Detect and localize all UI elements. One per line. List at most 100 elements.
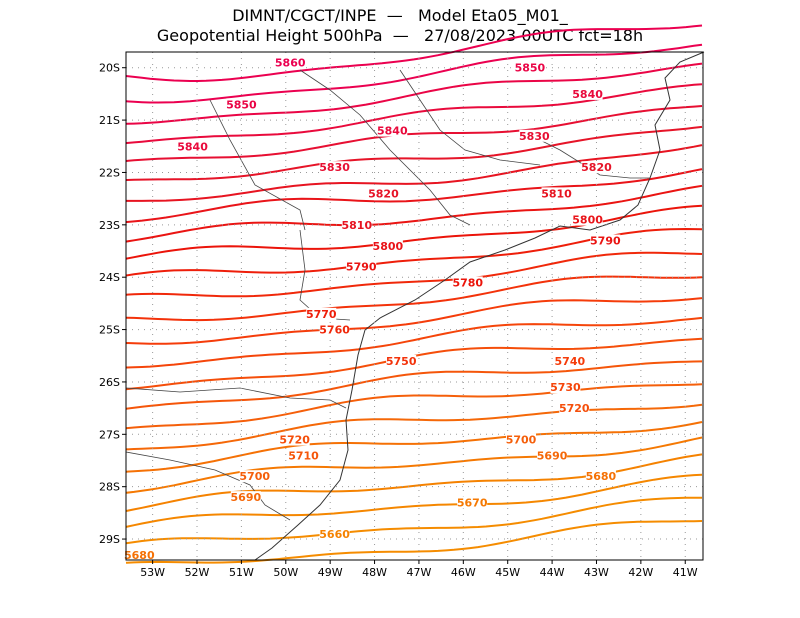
contour-label: 5690	[537, 449, 568, 462]
state-border	[299, 69, 471, 226]
contour-label-bg	[346, 260, 377, 273]
contour-label: 5770	[306, 308, 337, 321]
y-tick-label: 23S	[99, 219, 120, 232]
contour-label: 5750	[386, 355, 417, 368]
contour-label-bg	[239, 470, 270, 483]
contour-label-bg	[319, 161, 350, 174]
contour-label: 5830	[519, 130, 550, 143]
contour-label: 5840	[177, 140, 208, 153]
contour-line-5760	[125, 251, 703, 298]
x-tick-label: 50W	[273, 566, 298, 579]
contour-label-bg	[541, 187, 572, 200]
x-tick-label: 45W	[495, 566, 520, 579]
y-tick-label: 21S	[99, 114, 120, 127]
contour-label-bg	[319, 323, 350, 336]
y-tick-label: 26S	[99, 376, 120, 389]
contour-line-5810	[126, 144, 703, 202]
contour-label-bg	[275, 56, 306, 69]
contour-line-5850	[125, 62, 703, 125]
contour-label: 5840	[572, 88, 603, 101]
contour-line-5750	[125, 275, 703, 322]
contour-label: 5850	[515, 62, 546, 75]
contour-label-bg	[279, 433, 310, 446]
contour-label: 5760	[319, 324, 350, 337]
x-tick-label: 44W	[540, 566, 565, 579]
title-line-2: Geopotential Height 500hPa — 27/08/2023 …	[156, 26, 644, 45]
coastline-brazil	[254, 51, 705, 561]
contour-label-bg	[585, 470, 616, 483]
contour-label: 5840	[377, 125, 408, 138]
contour-label: 5820	[581, 161, 612, 174]
contour-label-bg	[554, 354, 585, 367]
contour-label-bg	[230, 491, 261, 504]
contour-label: 5780	[452, 276, 483, 289]
contour-label-bg	[124, 548, 155, 561]
contour-label: 5790	[346, 261, 377, 274]
contour-label: 5700	[506, 434, 537, 447]
x-tick-label: 48W	[362, 566, 387, 579]
contour-line-5690	[125, 403, 703, 451]
contour-label-bg	[226, 98, 257, 111]
x-tick-label: 49W	[318, 566, 343, 579]
contour-line-5630	[125, 520, 703, 564]
y-tick-label: 22S	[99, 166, 120, 179]
state-border	[125, 451, 291, 521]
contour-label: 5790	[590, 235, 621, 248]
contour-line-5670	[125, 436, 703, 494]
title-line-1: DIMNT/CGCT/INPE — Model Eta05_M01_	[232, 6, 568, 25]
contour-line-5650	[125, 473, 703, 528]
contour-label: 5740	[555, 355, 586, 368]
state-border	[399, 69, 541, 166]
y-tick-label: 20S	[99, 62, 120, 75]
contour-line-5860	[125, 43, 703, 104]
x-tick-label: 41W	[673, 566, 698, 579]
contour-label-bg	[372, 239, 403, 252]
contour-label: 5680	[586, 470, 617, 483]
x-tick-label: 46W	[451, 566, 476, 579]
contour-label-bg	[341, 218, 372, 231]
y-tick-label: 24S	[99, 271, 120, 284]
contour-line-5820	[125, 125, 703, 181]
state-border	[519, 129, 650, 179]
y-tick-label: 28S	[99, 481, 120, 494]
contour-label: 5710	[288, 449, 319, 462]
x-tick-label: 47W	[407, 566, 432, 579]
y-tick-label: 25S	[99, 324, 120, 337]
contour-label: 5680	[124, 549, 155, 562]
contour-label: 5690	[231, 491, 262, 504]
y-tick-label: 27S	[99, 428, 120, 441]
contour-label: 5800	[373, 240, 404, 253]
contour-line-5790	[125, 184, 703, 243]
contour-line-5680	[125, 421, 703, 473]
x-tick-label: 43W	[584, 566, 609, 579]
contour-line-5740	[125, 297, 703, 345]
contour-label-bg	[572, 87, 603, 100]
contour-label-bg	[506, 433, 537, 446]
contour-line-5840	[125, 83, 703, 145]
contour-label-bg	[386, 354, 417, 367]
x-tick-label: 53W	[140, 566, 165, 579]
contour-label-bg	[288, 449, 319, 462]
contour-lines	[125, 24, 703, 564]
contour-label-bg	[519, 129, 550, 142]
contour-label-bg	[368, 187, 399, 200]
contour-label-bg	[306, 307, 337, 320]
contour-label-bg	[581, 161, 612, 174]
contour-label-bg	[559, 402, 590, 415]
contour-label-bg	[550, 381, 581, 394]
contour-line-5710	[125, 360, 703, 410]
contour-label-layer: 5860 5850 5850 5840 5840 5840 5830 5830 5820 5820…	[124, 56, 621, 562]
contour-line-5640	[125, 496, 703, 545]
contour-label: 5810	[541, 187, 572, 200]
state-border	[125, 387, 347, 409]
contour-label: 5670	[457, 496, 488, 509]
contour-label: 5810	[341, 219, 372, 232]
coastline	[125, 51, 705, 561]
axes: 53W 52W 51W 50W 49W 48W 47W 46W 45W 44W 43W 42W 41W 2…	[99, 51, 704, 579]
x-tick-label: 52W	[185, 566, 210, 579]
contour-label-bg	[377, 124, 408, 137]
contour-label-bg	[590, 234, 621, 247]
contour-label: 5860	[275, 56, 306, 69]
contour-label-bg	[319, 527, 350, 540]
